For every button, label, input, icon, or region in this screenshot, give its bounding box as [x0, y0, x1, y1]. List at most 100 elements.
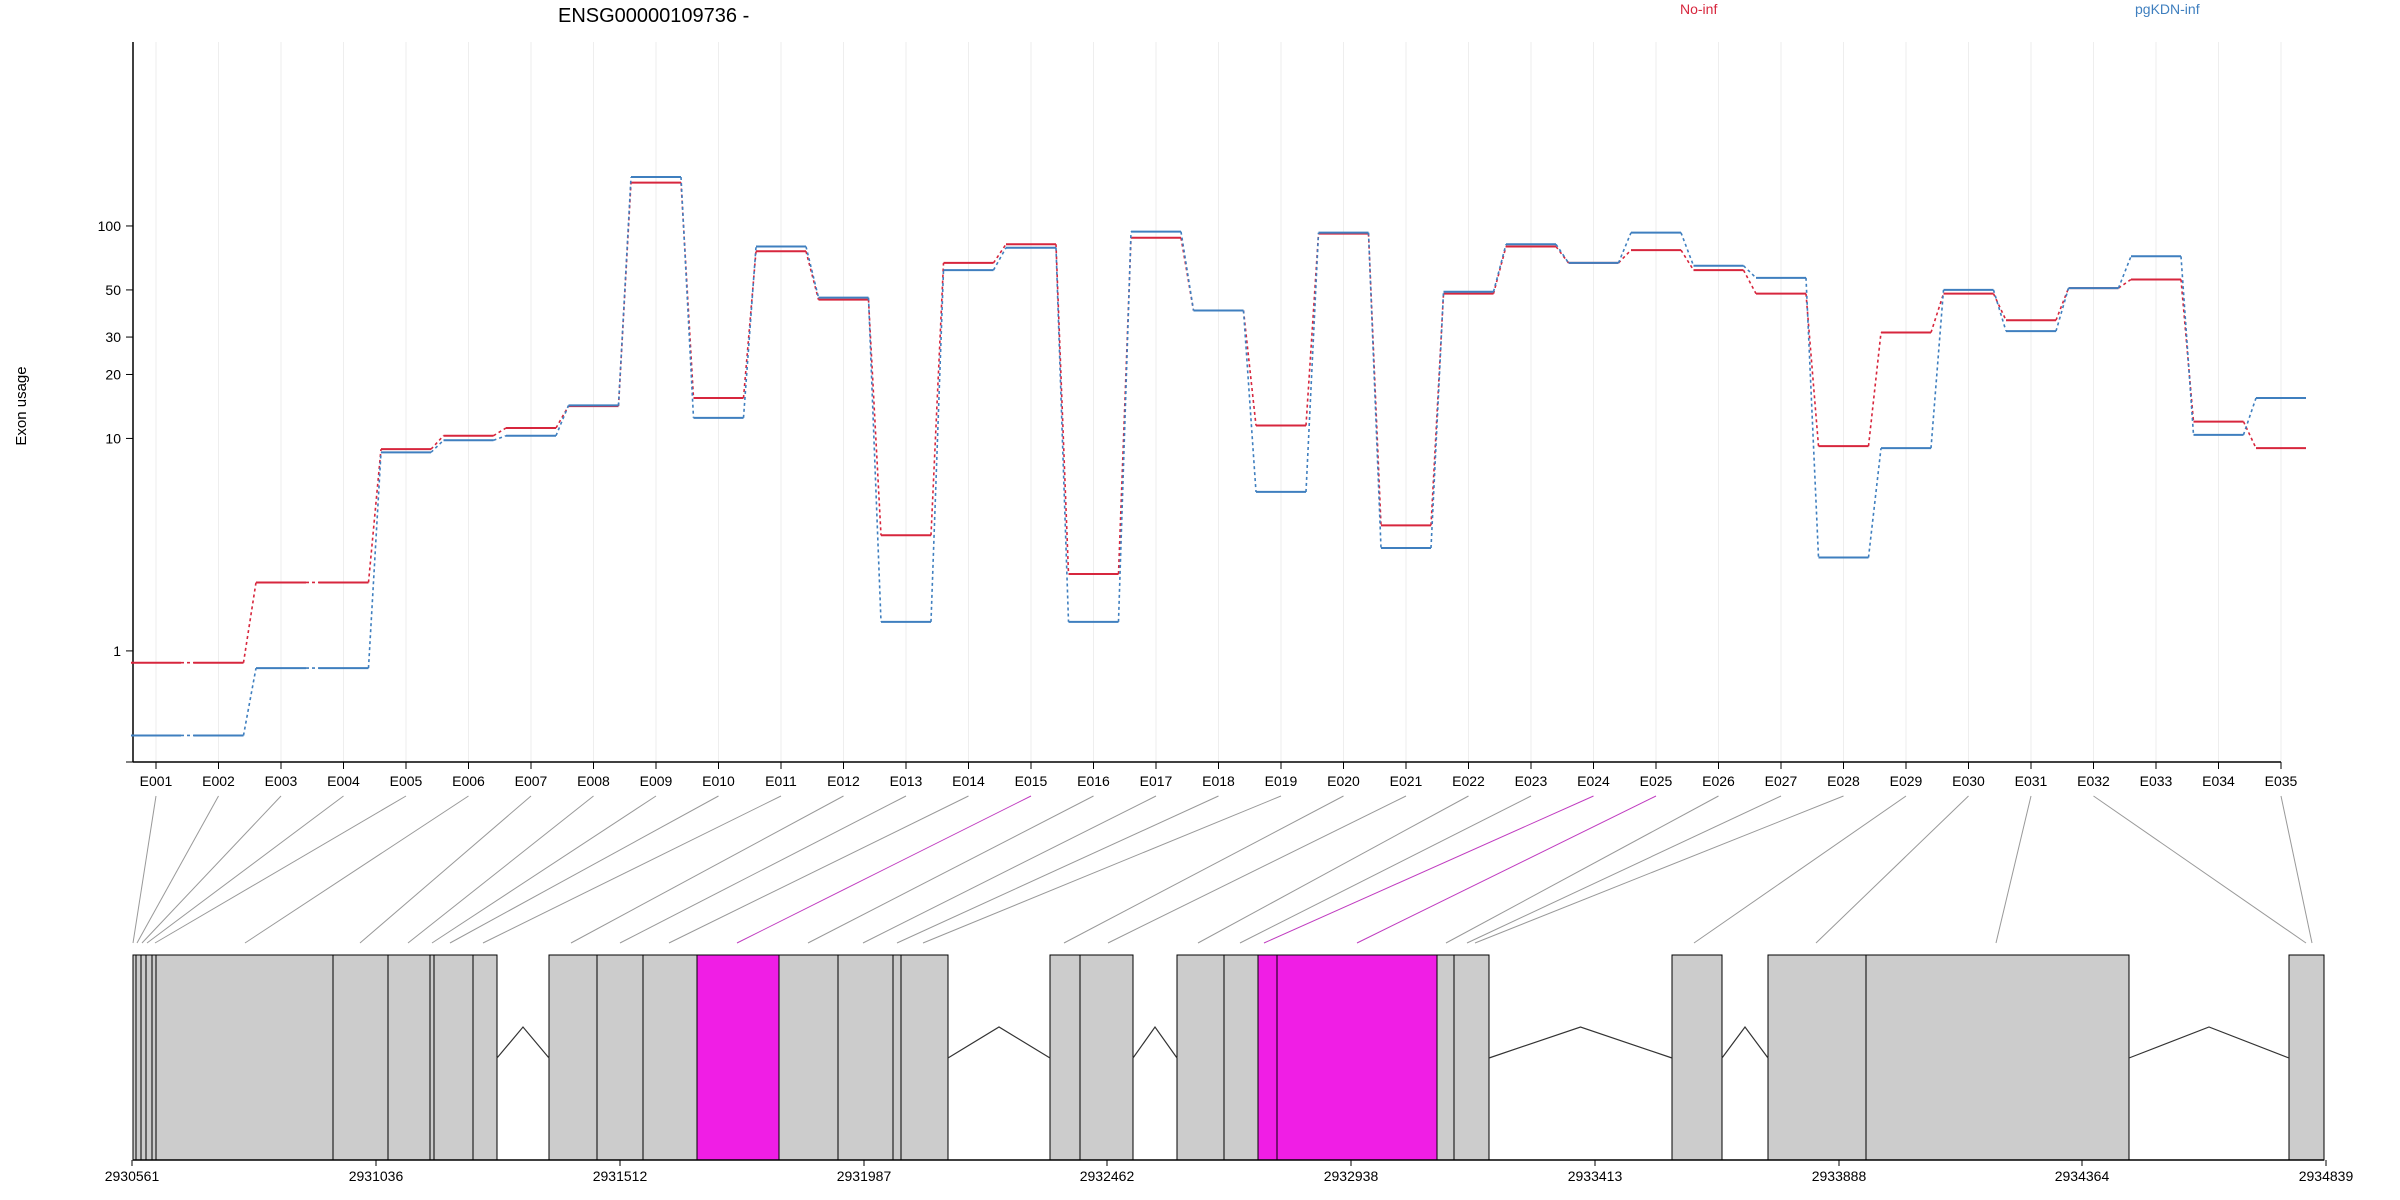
genome-coordinate-label: 2931987 — [837, 1168, 892, 1184]
exon-connector — [1197, 795, 1469, 944]
series-connector — [242, 667, 257, 736]
series-connector — [2055, 287, 2070, 332]
exon-connector — [2093, 795, 2307, 944]
y-tick-label: 10 — [105, 430, 121, 446]
series-connector — [1617, 249, 1632, 264]
series-connector — [805, 251, 820, 300]
x-tick-label: E035 — [2265, 773, 2298, 789]
x-tick-label: E020 — [1327, 773, 1360, 789]
exon-box — [892, 954, 902, 1161]
exon-box — [1223, 954, 1259, 1161]
series-connector — [1680, 249, 1695, 271]
x-tick-label: E010 — [702, 773, 735, 789]
series-connector — [1430, 291, 1445, 549]
exon-box — [155, 954, 334, 1161]
series-connector — [1992, 289, 2007, 332]
intron-line — [1721, 1025, 1769, 1059]
series-connector — [867, 297, 882, 622]
x-tick-label: E006 — [452, 773, 485, 789]
series-connector — [1242, 310, 1257, 492]
series-connector — [992, 247, 1007, 271]
x-tick-label: E018 — [1202, 773, 1235, 789]
exon-box — [642, 954, 698, 1161]
x-tick-label: E032 — [2077, 773, 2110, 789]
exon-connector — [1474, 795, 1844, 944]
exon-connector — [244, 795, 469, 944]
exon-box — [145, 954, 153, 1161]
x-tick-label: E009 — [640, 773, 673, 789]
exon-box — [1257, 954, 1278, 1161]
x-tick-label: E025 — [1640, 773, 1673, 789]
intron-line — [1488, 1026, 1673, 1059]
exon-box — [433, 954, 474, 1161]
x-tick-label: E008 — [577, 773, 610, 789]
legend-entry-no-inf: No-inf — [1680, 1, 1717, 17]
x-tick-label: E012 — [827, 773, 860, 789]
exon-connector — [896, 795, 1219, 944]
x-tick-label: E031 — [2015, 773, 2048, 789]
genome-coordinate-label: 2933888 — [1812, 1168, 1867, 1184]
exon-connector — [1995, 795, 2032, 944]
exon-box — [1079, 954, 1134, 1161]
series-connector — [805, 246, 820, 298]
series-connector — [1180, 231, 1195, 311]
series-connector — [1492, 244, 1507, 292]
series-connector — [2055, 287, 2070, 321]
intron-line — [2128, 1026, 2290, 1059]
x-tick-label: E022 — [1452, 773, 1485, 789]
exon-connector — [154, 795, 407, 944]
series-connector — [1305, 232, 1320, 492]
series-connector — [1492, 246, 1507, 294]
exon-connector — [668, 795, 969, 944]
exon-box — [1176, 954, 1225, 1161]
exon-box — [548, 954, 598, 1161]
x-tick-label: E007 — [515, 773, 548, 789]
series-connector — [992, 243, 1007, 264]
series-connector — [2118, 278, 2132, 289]
series-connector — [242, 582, 257, 663]
exon-connector — [2280, 795, 2313, 944]
exon-connector — [570, 795, 844, 944]
series-connector — [1805, 277, 1820, 558]
series-connector — [1867, 332, 1882, 447]
genome-coordinate-label: 2930561 — [105, 1168, 160, 1184]
exon-box — [429, 954, 435, 1161]
exon-connector — [359, 795, 532, 944]
exon-connector — [619, 795, 907, 944]
series-connector — [367, 452, 382, 669]
exon-box — [1276, 954, 1438, 1161]
series-connector — [1742, 269, 1757, 295]
x-tick-label: E019 — [1265, 773, 1298, 789]
x-tick-label: E016 — [1077, 773, 1110, 789]
x-tick-label: E023 — [1515, 773, 1548, 789]
exon-connector — [449, 795, 719, 944]
series-connector — [1930, 289, 1945, 449]
exon-connector — [862, 795, 1157, 944]
exon-box — [1865, 954, 2130, 1161]
x-tick-label: E027 — [1765, 773, 1798, 789]
series-connector — [1055, 244, 1070, 575]
series-connector — [1055, 247, 1070, 622]
series-connector — [617, 176, 632, 406]
exon-connector — [1063, 795, 1344, 944]
exon-connector — [136, 795, 219, 944]
series-connector — [1305, 233, 1320, 426]
exon-connector — [132, 795, 157, 944]
exon-box — [387, 954, 431, 1161]
exon-connector — [146, 795, 344, 944]
series-connector — [1555, 243, 1570, 264]
y-tick-label: 30 — [105, 329, 121, 345]
y-tick-label: 100 — [98, 218, 122, 234]
series-connector — [430, 439, 445, 453]
exon-connector — [922, 795, 1282, 944]
series-lines — [131, 175, 2306, 737]
series-connector — [1742, 265, 1757, 279]
x-tick-label: E033 — [2140, 773, 2173, 789]
x-tick-label: E001 — [140, 773, 173, 789]
gene-model: 2930561 2931036 2931512 2931987 2932462 29329… — [105, 954, 2353, 1184]
exon-connector — [807, 795, 1094, 944]
exon-box — [1767, 954, 1867, 1161]
exon-box — [900, 954, 949, 1161]
legend-entry-pgkdn-inf: pgKDN-inf — [2135, 1, 2200, 17]
genome-coordinate-label: 2932462 — [1080, 1168, 1135, 1184]
